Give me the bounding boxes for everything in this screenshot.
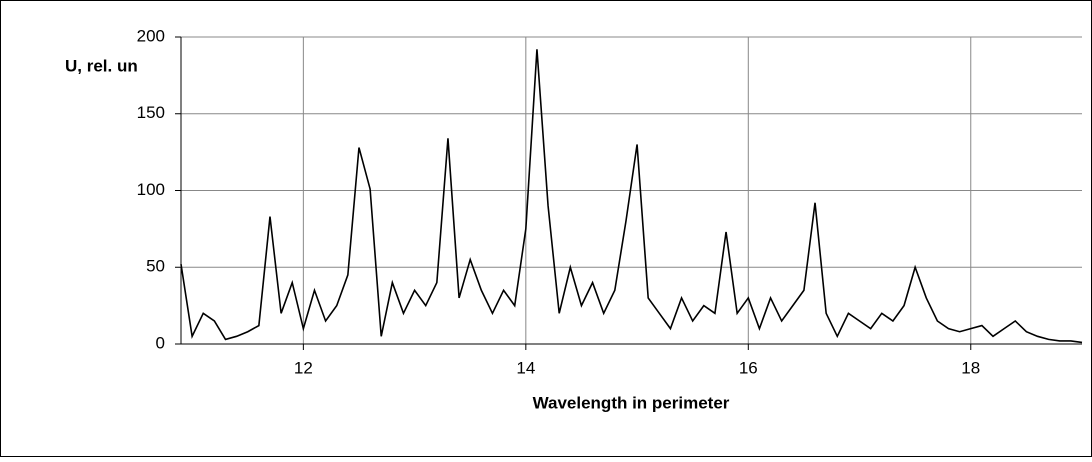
y-tick-label: 150 — [137, 103, 165, 122]
data-line — [180, 49, 1083, 344]
x-tick-label: 12 — [294, 358, 313, 377]
y-tick-label: 100 — [137, 180, 165, 199]
y-tick-label: 0 — [156, 333, 165, 352]
x-axis-label: Wavelength in perimeter — [533, 393, 730, 412]
x-tick-label: 14 — [516, 358, 535, 377]
x-tick-label: 18 — [961, 358, 980, 377]
y-axis-label: U, rel. un — [65, 56, 138, 75]
x-tick-label: 16 — [739, 358, 758, 377]
y-tick-label: 200 — [137, 26, 165, 45]
y-tick-label: 50 — [146, 257, 165, 276]
